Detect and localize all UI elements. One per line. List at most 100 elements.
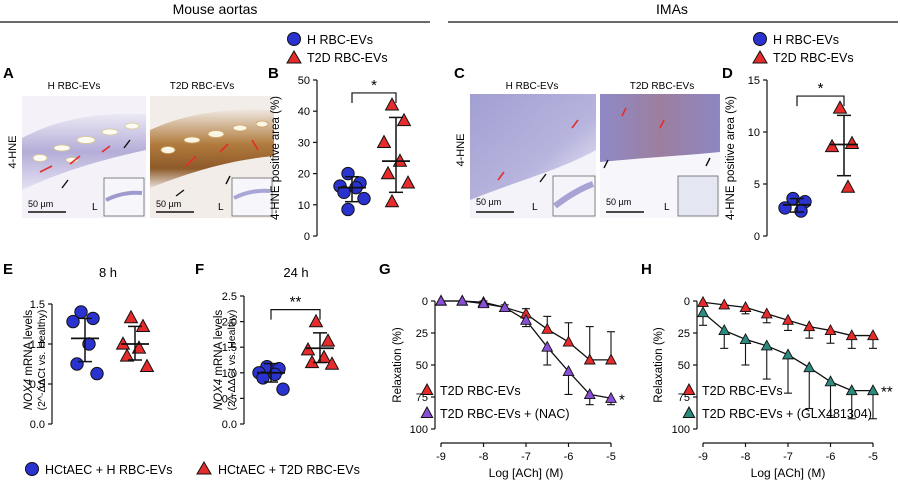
y-tick-label-f-2: 1.0 xyxy=(222,368,237,380)
point-h-s0-2 xyxy=(739,300,752,312)
y-tick-label-f-0: 0.0 xyxy=(222,419,237,431)
y-tick-label-h-1: 25 xyxy=(678,328,690,340)
micro-c-right-title: T2D RBC-EVs xyxy=(630,81,694,92)
point-b-g0-6 xyxy=(341,202,355,217)
y-axis-gene-f: NOX4 xyxy=(213,379,225,410)
y-axis-label-h: Relaxation (%) xyxy=(653,327,665,403)
x-axis-label-g: Log [ACh] (M) xyxy=(489,466,564,480)
legend-ef-t2d-marker xyxy=(196,461,212,475)
legend-ef-h-marker xyxy=(25,462,39,476)
point-g-s1-2 xyxy=(477,297,490,309)
legend-d-t2d-label: T2D RBC-EVs xyxy=(773,51,854,65)
x-tick-label-g-2: -7 xyxy=(521,451,531,463)
stain-label-a: 4-HNE xyxy=(7,135,19,168)
point-h-s1-8 xyxy=(867,384,879,396)
point-g-s1-6 xyxy=(562,364,575,376)
chart-d: D 0 5 10 15 4-HNE positive area (%) * xyxy=(722,65,860,243)
y-tick-label-e-3: 1.5 xyxy=(30,299,45,311)
point-b-g0-5 xyxy=(357,191,371,206)
legend-g-marker-1 xyxy=(420,405,434,418)
lumen-label-a-right: L xyxy=(218,202,224,213)
micro-c-left-title: H RBC-EVs xyxy=(506,81,559,92)
point-h-s1-5 xyxy=(803,361,816,373)
point-d-g0-2 xyxy=(778,201,792,215)
y-tick-label-e-2: 1.0 xyxy=(30,339,45,351)
x-tick-label-g-4: -5 xyxy=(606,451,616,463)
legend-ef-t2d-label: HCtAEC + T2D RBC-EVs xyxy=(218,463,360,477)
point-d-g1-1 xyxy=(844,135,860,150)
y-tick-label-e-0: 0.0 xyxy=(30,419,45,431)
point-b-g1-1 xyxy=(396,112,412,127)
chart-b: B 0 10 20 30 40 50 4-HNE positive area (%) * xyxy=(268,65,416,243)
panel-letter-d: D xyxy=(722,65,733,82)
y-tick-label-b-2: 20 xyxy=(298,169,310,181)
x-tick-label-h-0: -9 xyxy=(698,451,708,463)
point-g-s0-7 xyxy=(583,353,596,365)
legend-h-marker-0 xyxy=(682,382,696,395)
point-h-s1-0 xyxy=(697,306,709,318)
y-tick-label-f-4: 2.0 xyxy=(222,317,237,329)
y-tick-label-g-4: 100 xyxy=(410,424,428,436)
point-g-s1-0 xyxy=(435,294,447,306)
x-axis-label-h: Log [ACh] (M) xyxy=(751,466,826,480)
panel-letter-f: F xyxy=(195,261,204,278)
point-g-s0-6 xyxy=(562,335,575,347)
point-d-g1-3 xyxy=(840,179,856,193)
micro-c-right-inset xyxy=(677,175,719,217)
y-tick-label-b-3: 30 xyxy=(298,137,310,149)
legend-b-t2d-marker xyxy=(286,50,302,64)
point-f-g0-4 xyxy=(256,371,270,385)
chart-f: F 0.0 0.5 1.0 1.5 2.0 2.5 NOX4 mRNA levels (2^-Δ… xyxy=(195,261,340,431)
panel-letter-h: H xyxy=(641,261,652,278)
y-tick-label-g-2: 50 xyxy=(416,360,428,372)
legend-top-right: H RBC-EVs T2D RBC-EVs xyxy=(752,32,854,65)
point-g-s0-8 xyxy=(605,353,617,365)
point-h-s0-7 xyxy=(845,329,858,341)
point-h-s1-6 xyxy=(824,375,837,387)
panel-letter-g: G xyxy=(379,261,391,278)
point-b-g1-0 xyxy=(384,97,400,111)
point-g-s1-5 xyxy=(541,340,554,352)
y-axis-label2-e: (2^-ΔΔCt vs. Healthy) xyxy=(36,310,48,411)
y-axis-rest-e: mRNA levels xyxy=(23,310,35,379)
x-tick-label-g-0: -9 xyxy=(436,451,446,463)
point-h-s1-7 xyxy=(845,384,858,396)
point-e-g1-4 xyxy=(119,348,135,362)
y-tick-label-d-3: 15 xyxy=(748,75,760,87)
legend-g-label-1: T2D RBC-EVs + (NAC) xyxy=(440,407,570,421)
point-d-g1-2 xyxy=(824,138,840,153)
significance-bracket-d xyxy=(796,95,845,107)
legend-b-h-label: H RBC-EVs xyxy=(307,33,373,47)
scale-label-c-right: 50 µm xyxy=(606,197,631,207)
panel-letter-c: C xyxy=(454,65,465,82)
point-h-s0-3 xyxy=(760,307,773,319)
point-h-s1-4 xyxy=(782,348,794,360)
header-mouse-aortas: Mouse aortas xyxy=(173,1,258,17)
point-h-s0-8 xyxy=(867,329,879,341)
y-tick-label-b-1: 10 xyxy=(298,200,310,212)
lumen-label-c-right: L xyxy=(664,202,670,213)
point-f-g1-4 xyxy=(304,354,320,369)
chart-title-f: 24 h xyxy=(283,265,308,280)
point-b-g0-4 xyxy=(337,185,351,200)
x-tick-label-h-1: -8 xyxy=(741,451,751,463)
point-b-g1-4 xyxy=(380,165,396,180)
charts-layer: B 0 10 20 30 40 50 4-HNE positive area (%) * D 0 5 1… xyxy=(3,65,893,480)
significance-label-g: * xyxy=(619,391,625,408)
point-h-s0-5 xyxy=(803,320,816,332)
point-g-s0-5 xyxy=(541,322,554,334)
point-e-g1-3 xyxy=(131,340,147,354)
stain-label-c: 4-HNE xyxy=(455,133,467,166)
point-b-g1-6 xyxy=(384,193,400,208)
x-tick-label-g-1: -8 xyxy=(479,451,489,463)
point-g-s1-1 xyxy=(456,294,469,306)
significance-label-f: ** xyxy=(290,294,302,311)
scale-label-a-right: 50 µm xyxy=(156,199,181,209)
point-f-g0-5 xyxy=(276,382,290,396)
point-e-g1-5 xyxy=(139,358,155,372)
significance-bracket-f xyxy=(270,309,321,320)
